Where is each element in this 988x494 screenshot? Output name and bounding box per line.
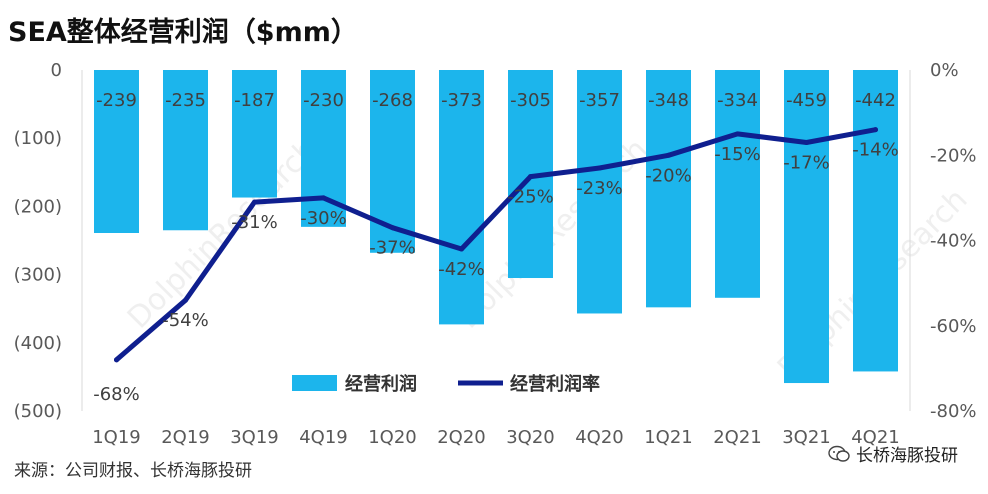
wechat-icon bbox=[828, 445, 850, 462]
margin-point bbox=[873, 127, 878, 133]
line-value-label: -15% bbox=[714, 144, 761, 165]
line-value-label: -30% bbox=[300, 208, 347, 229]
left-tick-label: 0 bbox=[51, 60, 62, 81]
bar-value-label: -334 bbox=[717, 90, 758, 111]
source-note: 来源：公司财报、长桥海豚投研 bbox=[14, 461, 252, 481]
margin-point bbox=[528, 174, 533, 180]
bar-2q19 bbox=[163, 70, 208, 231]
left-tick-label: (500) bbox=[14, 401, 62, 422]
right-tick-label: 0% bbox=[930, 60, 959, 81]
watermark-text: DolphinResearch bbox=[121, 132, 325, 336]
x-tick-label: 3Q21 bbox=[782, 427, 831, 448]
bar-4q20 bbox=[577, 70, 622, 314]
chart-title: SEA整体经营利润（$mm） bbox=[8, 17, 358, 48]
bar-value-label: -187 bbox=[234, 90, 275, 111]
bar-1q19 bbox=[94, 70, 139, 233]
x-tick-label: 2Q19 bbox=[161, 427, 210, 448]
line-value-label: -23% bbox=[576, 178, 623, 199]
margin-point bbox=[114, 357, 119, 363]
line-value-label: -20% bbox=[645, 165, 692, 186]
margin-point bbox=[183, 297, 188, 303]
x-tick-label: 4Q19 bbox=[299, 427, 348, 448]
bar-value-label: -459 bbox=[786, 90, 827, 111]
legend-bar-label: 经营利润 bbox=[345, 373, 417, 395]
bar-value-label: -348 bbox=[648, 90, 689, 111]
x-tick-label: 2Q20 bbox=[437, 427, 486, 448]
line-value-label: -37% bbox=[369, 238, 416, 259]
x-tick-label: 1Q20 bbox=[368, 427, 417, 448]
margin-point bbox=[666, 152, 671, 158]
right-tick-label: -20% bbox=[930, 145, 977, 166]
bar-value-label: -357 bbox=[579, 90, 620, 111]
margin-point bbox=[390, 225, 395, 231]
bar-4q21 bbox=[853, 70, 898, 372]
legend: 经营利润 经营利润率 bbox=[292, 373, 600, 395]
bar-value-label: -239 bbox=[96, 90, 137, 111]
x-tick-label: 1Q19 bbox=[92, 427, 141, 448]
line-value-label: -17% bbox=[783, 152, 830, 173]
axes-group: 0 (100) (200) (300) (400) (500) 0% -20% -40% -60%… bbox=[14, 60, 977, 448]
margin-point bbox=[252, 199, 257, 205]
bar-1q21 bbox=[646, 70, 691, 308]
left-tick-label: (300) bbox=[14, 265, 62, 286]
line-group bbox=[114, 127, 878, 363]
brand-name: 长桥海豚投研 bbox=[856, 446, 958, 466]
x-tick-label: 4Q20 bbox=[575, 427, 624, 448]
x-tick-label: 3Q19 bbox=[230, 427, 279, 448]
bar-3q21 bbox=[784, 70, 829, 384]
brand-badge: 长桥海豚投研 bbox=[828, 441, 958, 466]
legend-bar-swatch bbox=[292, 375, 337, 391]
margin-point bbox=[804, 139, 809, 145]
bar-2q20 bbox=[439, 70, 484, 325]
line-value-label: -31% bbox=[231, 212, 278, 233]
right-tick-label: -60% bbox=[930, 316, 977, 337]
bar-value-label: -235 bbox=[165, 90, 206, 111]
line-value-label: -25% bbox=[507, 187, 554, 208]
line-value-label: -68% bbox=[93, 384, 140, 405]
x-tick-label: 4Q21 bbox=[851, 427, 900, 448]
margin-line bbox=[114, 127, 878, 363]
margin-point bbox=[597, 165, 602, 171]
legend-line-label: 经营利润率 bbox=[510, 373, 600, 395]
line-value-label: -14% bbox=[852, 140, 899, 161]
left-tick-label: (200) bbox=[14, 196, 62, 217]
bar-value-label: -373 bbox=[441, 90, 482, 111]
x-tick-label: 1Q21 bbox=[644, 427, 693, 448]
right-tick-label: -80% bbox=[930, 401, 977, 422]
line-value-label: -54% bbox=[162, 310, 209, 331]
left-tick-label: (400) bbox=[14, 333, 62, 354]
bar-2q21 bbox=[715, 70, 760, 298]
margin-point bbox=[459, 246, 464, 252]
bars-group bbox=[94, 70, 898, 384]
margin-point bbox=[321, 195, 326, 201]
bar-value-label: -305 bbox=[510, 90, 551, 111]
left-tick-label: (100) bbox=[14, 128, 62, 149]
right-tick-label: -40% bbox=[930, 231, 977, 252]
x-tick-label: 3Q20 bbox=[506, 427, 555, 448]
x-tick-label: 2Q21 bbox=[713, 427, 762, 448]
margin-point bbox=[735, 131, 740, 137]
bar-value-label: -268 bbox=[372, 90, 413, 111]
labels-group: -239 -235 -187 -230 -268 -373 -305 -357 -348 -334… bbox=[93, 90, 899, 405]
line-value-label: -42% bbox=[438, 259, 485, 280]
bar-value-label: -442 bbox=[855, 90, 896, 111]
bar-3q19 bbox=[232, 70, 277, 198]
bar-value-label: -230 bbox=[303, 90, 344, 111]
